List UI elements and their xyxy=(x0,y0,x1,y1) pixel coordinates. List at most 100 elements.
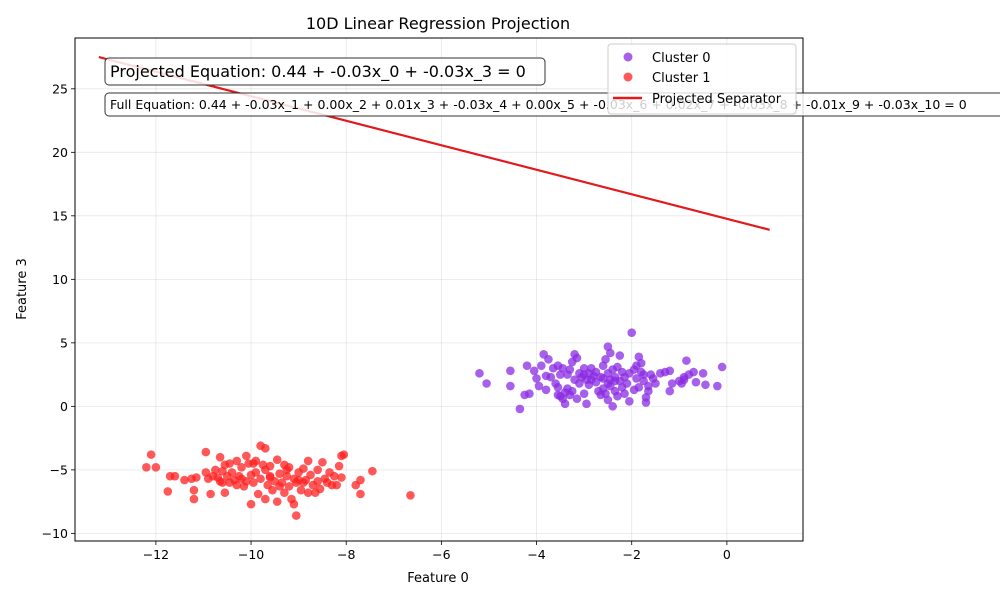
projected-equation-box xyxy=(104,57,546,86)
cluster-1-point xyxy=(237,463,246,472)
cluster-1-point xyxy=(284,482,294,491)
cluster-1-point xyxy=(142,463,151,472)
cluster-1-point xyxy=(201,447,211,457)
cluster-1-point xyxy=(406,490,415,500)
x-tick-label: −2 xyxy=(622,547,640,562)
cluster-1-point xyxy=(313,465,322,475)
cluster-0-point xyxy=(544,355,553,364)
cluster-1-point xyxy=(241,451,251,461)
cluster-1-point xyxy=(313,477,322,486)
legend-marker-cluster-1 xyxy=(623,72,633,82)
cluster-1-point xyxy=(256,474,265,484)
cluster-0-point xyxy=(482,379,491,388)
cluster-1-point xyxy=(280,488,289,498)
cluster-1-point xyxy=(282,471,292,481)
y-tick-label: 25 xyxy=(52,81,68,96)
cluster-0-point xyxy=(572,353,582,363)
cluster-1-point xyxy=(220,488,230,498)
y-tick-label: −10 xyxy=(42,526,68,541)
cluster-0-point xyxy=(515,404,525,414)
cluster-1-point xyxy=(261,443,270,453)
cluster-0-point xyxy=(625,396,634,406)
separator-layer xyxy=(98,55,770,231)
cluster-1-point xyxy=(368,466,377,476)
cluster-1-point xyxy=(315,484,325,494)
cluster-0-point xyxy=(603,395,613,405)
legend: Cluster 0 Cluster 1 Projected Separator xyxy=(607,43,797,115)
cluster-1-point xyxy=(208,471,218,481)
cluster-0-point xyxy=(698,369,708,378)
y-tick-label: 0 xyxy=(60,399,68,414)
cluster-0-point xyxy=(553,390,563,400)
x-tick-label: 0 xyxy=(723,547,731,562)
y-tick-label: 5 xyxy=(60,335,68,350)
cluster-0-point xyxy=(586,375,596,384)
cluster-0-point xyxy=(605,348,615,358)
cluster-0-point xyxy=(558,363,568,373)
cluster-0-point xyxy=(525,389,534,398)
cluster-0-point xyxy=(639,370,648,379)
legend-box xyxy=(607,43,797,115)
cluster-0-point xyxy=(667,379,677,388)
legend-label-cluster-1: Cluster 1 xyxy=(652,71,711,86)
cluster-1-point xyxy=(237,474,246,484)
cluster-0-point xyxy=(665,386,675,396)
cluster-0-point xyxy=(627,328,637,337)
cluster-1-point xyxy=(251,468,261,477)
cluster-0-point xyxy=(615,351,625,360)
cluster-1-point xyxy=(227,468,237,477)
cluster-0-point xyxy=(634,383,644,392)
cluster-0-point xyxy=(579,370,589,379)
cluster-1-point xyxy=(163,487,173,496)
cluster-1-point xyxy=(232,480,242,490)
cluster-1-point xyxy=(299,478,308,487)
legend-label-separator: Projected Separator xyxy=(652,92,782,107)
cluster-0-point xyxy=(579,389,589,398)
cluster-1-point xyxy=(225,459,234,468)
y-tick-label: 10 xyxy=(52,272,68,287)
cluster-1-point xyxy=(215,452,225,462)
cluster-1-point xyxy=(303,456,313,466)
x-axis-ticks: −12 −10 −8 −6 −4 −2 0 xyxy=(143,541,731,562)
cluster-1-point xyxy=(282,465,292,475)
cluster-1-point xyxy=(332,480,341,490)
cluster-0-point xyxy=(701,380,710,390)
cluster-1-point xyxy=(189,494,199,504)
y-tick-label: 20 xyxy=(52,145,68,160)
cluster-1-point xyxy=(330,471,339,481)
cluster-0-point xyxy=(620,389,629,398)
cluster-0-point xyxy=(522,361,532,371)
cluster-1-point xyxy=(289,499,299,509)
y-axis-label: Feature 3 xyxy=(15,258,30,320)
x-tick-label: −12 xyxy=(143,547,169,562)
cluster-1-point xyxy=(296,485,306,495)
cluster-1-point xyxy=(337,473,346,482)
cluster-1-point xyxy=(232,456,242,466)
cluster-0-point xyxy=(534,381,544,391)
cluster-0-point xyxy=(622,379,632,388)
cluster-0-point xyxy=(644,381,653,391)
cluster-0-point xyxy=(613,391,622,401)
cluster-0-point xyxy=(689,367,698,377)
cluster-1-point xyxy=(275,469,284,478)
y-tick-label: −5 xyxy=(50,462,68,477)
cluster-1-point xyxy=(192,473,201,482)
grid xyxy=(75,38,803,541)
cluster-1-point xyxy=(356,489,365,499)
cluster-0-point xyxy=(601,355,610,364)
cluster-0-point xyxy=(541,385,551,395)
points-layer xyxy=(142,328,727,520)
cluster-0-point xyxy=(506,381,515,391)
cluster-1-point xyxy=(146,450,156,459)
cluster-1-point xyxy=(303,488,313,498)
cluster-1-point xyxy=(291,511,301,520)
legend-marker-cluster-0 xyxy=(623,52,633,62)
cluster-1-point xyxy=(265,461,275,471)
cluster-1-point xyxy=(306,470,315,480)
cluster-0-point xyxy=(682,356,691,365)
cluster-0-point xyxy=(546,372,556,382)
cluster-1-point xyxy=(265,473,275,482)
cluster-0-point xyxy=(532,374,541,383)
cluster-0-point xyxy=(598,374,608,383)
